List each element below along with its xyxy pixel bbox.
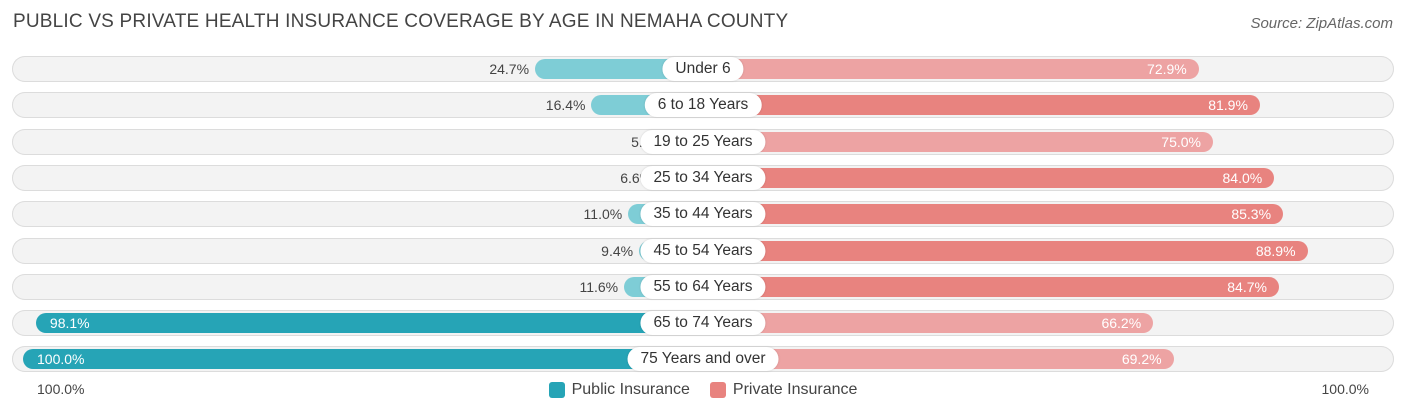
public-value-label: 24.7% [489,61,530,77]
axis-left-label: 100.0% [37,381,85,397]
public-value-label: 98.1% [49,315,90,332]
private-value-label: 69.2% [1121,351,1162,368]
chart-area: 24.7% 72.9% Under 6 16.4% 81.9% 6 to 18 Years… [12,56,1394,373]
legend-label-private: Private Insurance [732,381,858,398]
private-value-label: 84.0% [1222,169,1263,186]
public-bar [535,59,703,79]
private-bar [703,59,1199,79]
private-value-label: 85.3% [1231,206,1272,223]
axis-right-label: 100.0% [1321,381,1369,397]
category-label: 25 to 34 Years [640,165,766,190]
legend-item-public: Public Insurance [548,379,690,401]
private-value-label: 75.0% [1161,133,1201,150]
public-value-label: 9.4% [601,242,634,259]
private-bar [703,349,1174,370]
legend-label-public: Public Insurance [571,381,690,398]
private-bar [703,276,1279,297]
category-label: 6 to 18 Years [644,93,762,118]
private-value-label: 81.9% [1208,97,1248,114]
private-bar [703,240,1308,261]
private-bar [703,131,1213,152]
legend-item-private: Private Insurance [709,379,858,401]
private-value-label: 88.9% [1255,242,1296,259]
category-label: 55 to 64 Years [640,274,766,299]
public-value-label: 16.4% [545,97,586,114]
private-bar [703,313,1154,334]
legend: Public Insurance Private Insurance [0,379,1406,401]
legend-swatch-private [709,382,726,398]
public-value-label: 100.0% [37,351,85,368]
source-label: Source: ZipAtlas.com [1250,15,1393,32]
public-value-label: 11.6% [579,278,619,295]
private-bar [703,95,1260,116]
private-value-label: 84.7% [1227,278,1267,295]
category-label: 35 to 44 Years [640,202,766,227]
private-bar [703,204,1284,225]
public-bar [23,349,703,370]
legend-swatch-public [548,382,565,398]
public-value-label: 11.0% [583,206,623,223]
category-label: 75 Years and over [627,347,779,372]
category-label: 45 to 54 Years [640,238,766,263]
private-value-label: 66.2% [1101,315,1142,332]
category-label: 65 to 74 Years [640,311,766,336]
chart-title: PUBLIC VS PRIVATE HEALTH INSURANCE COVER… [13,11,789,32]
public-bar [35,313,703,334]
private-value-label: 72.9% [1147,61,1187,77]
category-label: Under 6 [662,57,744,81]
category-label: 19 to 25 Years [640,129,766,154]
private-bar [703,167,1275,188]
